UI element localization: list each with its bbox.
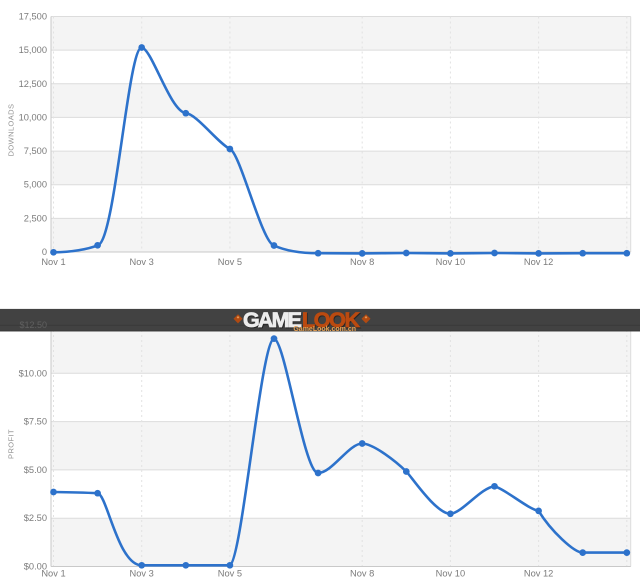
svg-text:10,000: 10,000 [19, 112, 47, 122]
svg-text:GameLook.com.cn: GameLook.com.cn [293, 326, 356, 333]
svg-text:Nov 3: Nov 3 [130, 257, 154, 267]
svg-text:$7.50: $7.50 [24, 417, 47, 427]
svg-text:$10.00: $10.00 [19, 368, 47, 378]
svg-text:PROFIT: PROFIT [7, 429, 16, 459]
svg-text:2,500: 2,500 [24, 213, 47, 223]
svg-text:Nov 1: Nov 1 [41, 257, 65, 267]
svg-text:$0.00: $0.00 [24, 562, 47, 572]
svg-text:Nov 8: Nov 8 [350, 257, 374, 267]
svg-text:Nov 10: Nov 10 [436, 257, 465, 267]
svg-text:Nov 12: Nov 12 [524, 257, 553, 267]
svg-text:0: 0 [42, 247, 47, 257]
svg-text:12,500: 12,500 [19, 79, 47, 89]
svg-text:Nov 5: Nov 5 [218, 569, 242, 579]
svg-text:5,000: 5,000 [24, 180, 47, 190]
svg-text:15,000: 15,000 [19, 45, 47, 55]
svg-text:GAME: GAME [243, 308, 302, 332]
svg-text:Nov 3: Nov 3 [130, 569, 154, 579]
svg-text:Nov 10: Nov 10 [436, 569, 465, 579]
svg-text:DOWNLOADS: DOWNLOADS [7, 104, 16, 157]
svg-text:GAME: GAME [244, 309, 303, 333]
svg-text:17,500: 17,500 [19, 12, 47, 22]
svg-text:LOOK: LOOK [302, 308, 360, 332]
svg-text:Nov 12: Nov 12 [524, 569, 553, 579]
svg-text:Nov 1: Nov 1 [41, 569, 65, 579]
svg-text:LOOK: LOOK [303, 309, 361, 333]
svg-text:Nov 5: Nov 5 [218, 257, 242, 267]
svg-text:Nov 8: Nov 8 [350, 569, 374, 579]
svg-text:$12.50: $12.50 [19, 320, 47, 330]
svg-text:$5.00: $5.00 [24, 465, 47, 475]
svg-text:7,500: 7,500 [24, 146, 47, 156]
svg-text:$2.50: $2.50 [24, 513, 47, 523]
